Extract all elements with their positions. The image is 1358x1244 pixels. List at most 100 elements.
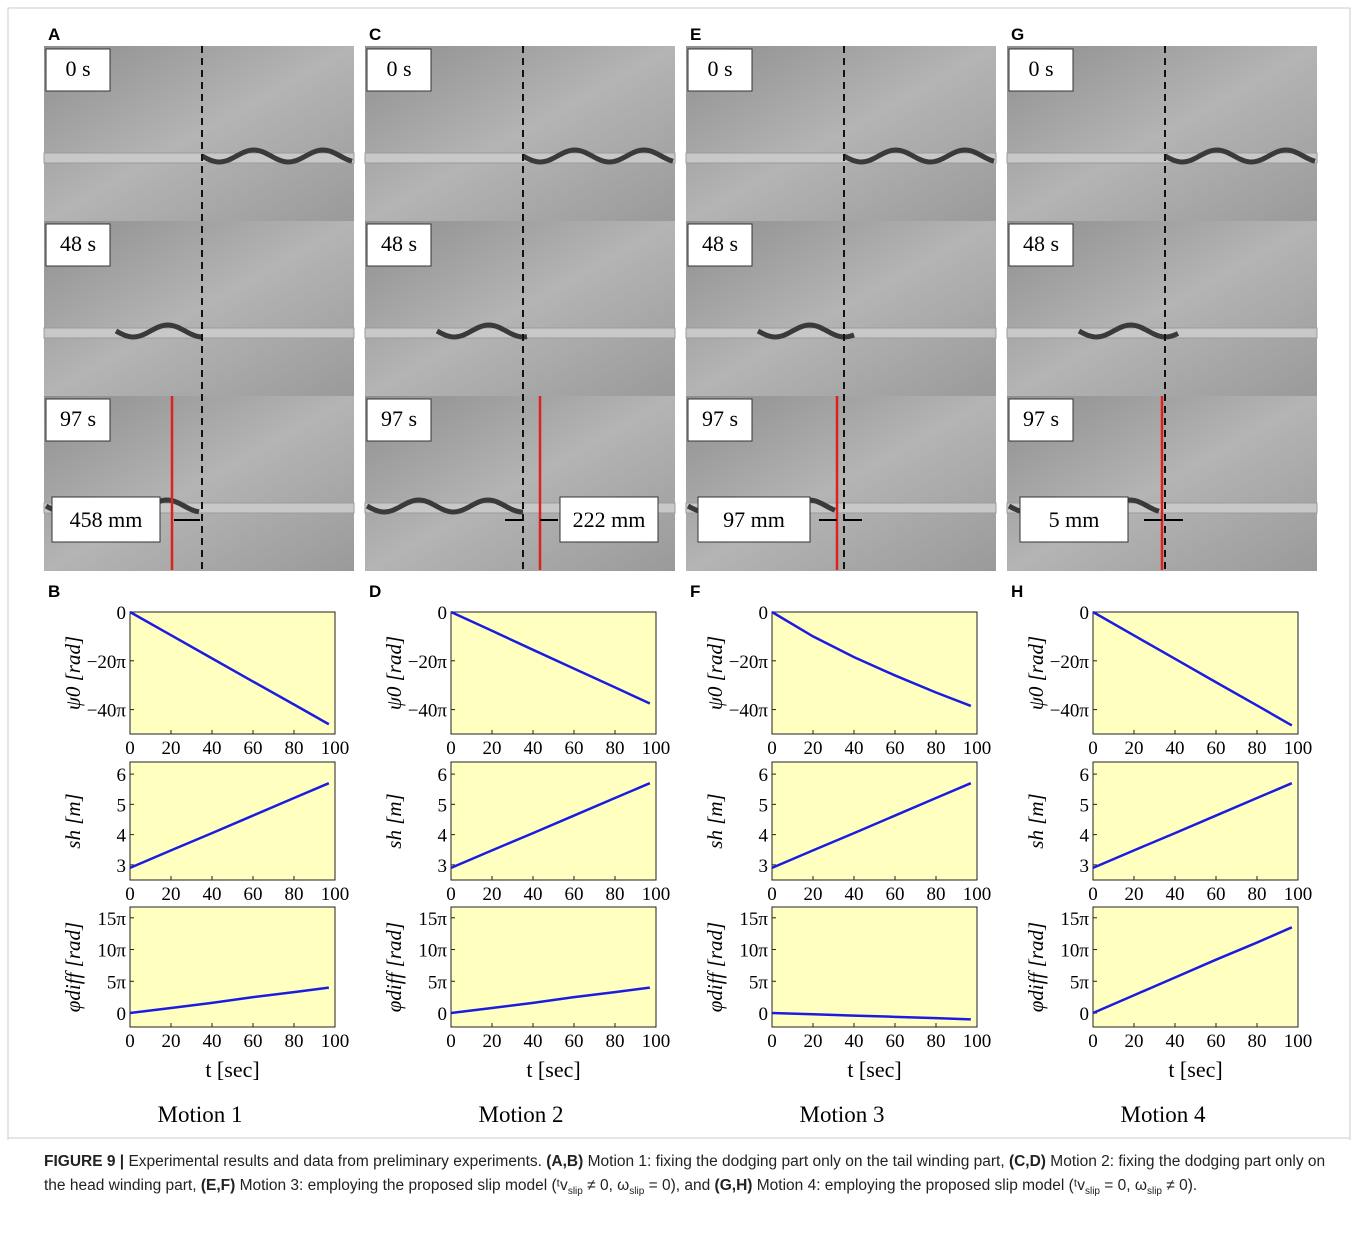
snake [1077, 322, 1180, 340]
distance-box [697, 496, 811, 543]
x-tick-label: 0 [1088, 1031, 1098, 1052]
data-line [129, 782, 330, 870]
panel-letter: E [690, 25, 701, 44]
time-label: 97 s [702, 406, 738, 431]
x-tick-label: 60 [244, 1031, 263, 1052]
snake [200, 147, 353, 165]
data-line [1092, 610, 1293, 727]
data-line [129, 986, 330, 1015]
plot-area [450, 761, 657, 881]
time-label: 0 s [1028, 56, 1053, 81]
plot-area [129, 761, 336, 881]
x-tick-label: 60 [244, 884, 263, 905]
x-tick-label: 60 [886, 1031, 905, 1052]
data-line [771, 610, 972, 708]
y-axis-label: φdiff [rad] [382, 922, 406, 1012]
x-axis-label: t [sec] [1168, 1057, 1222, 1082]
x-tick-label: 40 [203, 738, 222, 759]
x-tick-label: 60 [886, 738, 905, 759]
snake [842, 147, 995, 165]
snake [1163, 147, 1316, 165]
x-tick-label: 60 [1207, 884, 1226, 905]
data-line [1092, 926, 1293, 1015]
time-box [45, 48, 111, 92]
caption-text: FIGURE 9 | [44, 1153, 125, 1170]
y-tick-label: 6 [759, 765, 769, 786]
panel-letter: H [1011, 582, 1023, 601]
x-axis-label: t [sec] [526, 1057, 580, 1082]
motion-label: Motion 3 [800, 1102, 885, 1127]
x-tick-label: 60 [1207, 1031, 1226, 1052]
x-tick-label: 60 [565, 884, 584, 905]
x-tick-label: 0 [125, 1031, 135, 1052]
time-label: 48 s [1023, 231, 1059, 256]
caption-text: (C,D) [1008, 1153, 1046, 1170]
data-line [450, 782, 651, 870]
x-tick-label: 60 [244, 738, 263, 759]
y-tick-label: 0 [438, 1004, 448, 1025]
x-tick-label: 0 [1088, 738, 1098, 759]
x-tick-label: 80 [1248, 1031, 1267, 1052]
y-tick-label: 5 [117, 795, 127, 816]
caption-text: slip [629, 1186, 645, 1198]
time-box [687, 398, 753, 442]
x-tick-label: 0 [125, 738, 135, 759]
y-tick-label: 5π [749, 972, 769, 993]
y-tick-label: 3 [438, 856, 448, 877]
snake [435, 322, 528, 340]
x-tick-label: 60 [565, 1031, 584, 1052]
x-tick-label: 0 [1088, 884, 1098, 905]
y-tick-label: −20π [408, 652, 448, 673]
y-axis-label: ψ0 [rad] [1024, 636, 1048, 710]
y-tick-label: 10π [97, 941, 126, 962]
x-tick-label: 80 [927, 1031, 946, 1052]
y-tick-label: 5 [438, 795, 448, 816]
y-tick-label: 10π [1060, 941, 1089, 962]
time-box [687, 48, 753, 92]
tube [685, 502, 997, 514]
time-label: 0 s [386, 56, 411, 81]
caption-text: (G,H) [714, 1177, 753, 1194]
x-tick-label: 40 [203, 884, 222, 905]
plot-area [450, 906, 657, 1028]
x-tick-label: 40 [203, 1031, 222, 1052]
y-axis-label: φdiff [rad] [703, 922, 727, 1012]
x-tick-label: 40 [845, 738, 864, 759]
x-tick-label: 100 [321, 884, 350, 905]
y-axis-label: φdiff [rad] [1024, 922, 1048, 1012]
figure-frame [7, 7, 1351, 1140]
x-tick-label: 40 [1166, 1031, 1185, 1052]
x-tick-label: 100 [321, 1031, 350, 1052]
x-tick-label: 20 [804, 1031, 823, 1052]
x-tick-label: 20 [1125, 738, 1144, 759]
x-tick-label: 80 [606, 1031, 625, 1052]
x-tick-label: 0 [446, 1031, 456, 1052]
panel-letter: C [369, 25, 381, 44]
figure: A 0 s 48 s 97 s 458 mm B Motion 1 C 0 s 48 s 97 s 2… [7, 7, 1351, 1140]
x-tick-label: 40 [845, 1031, 864, 1052]
y-tick-label: 15π [418, 909, 447, 930]
data-line [129, 610, 330, 726]
panel-letter: B [48, 582, 60, 601]
y-tick-label: 5π [1070, 972, 1090, 993]
x-tick-label: 20 [1125, 1031, 1144, 1052]
y-axis-label: ψ0 [rad] [703, 636, 727, 710]
y-tick-label: 15π [97, 909, 126, 930]
caption-text: Experimental results and data from preli… [124, 1153, 547, 1170]
x-tick-label: 80 [1248, 884, 1267, 905]
panel-letter: F [690, 582, 700, 601]
y-tick-label: −40π [87, 701, 127, 722]
time-label: 97 s [60, 406, 96, 431]
snake [114, 322, 204, 340]
panel-letter: G [1011, 25, 1024, 44]
x-tick-label: 0 [767, 884, 777, 905]
plot-area [1092, 906, 1299, 1028]
x-tick-label: 20 [804, 884, 823, 905]
time-box [1008, 48, 1074, 92]
caption-text: ≠ 0). [1162, 1177, 1198, 1194]
x-tick-label: 100 [642, 738, 671, 759]
time-box [687, 223, 753, 267]
x-tick-label: 100 [1284, 884, 1313, 905]
y-tick-label: 5 [759, 795, 769, 816]
distance-label: 5 mm [1049, 507, 1100, 532]
